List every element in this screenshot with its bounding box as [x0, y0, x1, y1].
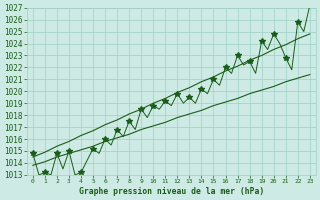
X-axis label: Graphe pression niveau de la mer (hPa): Graphe pression niveau de la mer (hPa)	[79, 187, 264, 196]
